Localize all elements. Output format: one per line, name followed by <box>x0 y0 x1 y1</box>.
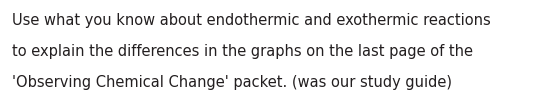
Text: Use what you know about endothermic and exothermic reactions: Use what you know about endothermic and … <box>12 13 491 28</box>
Text: 'Observing Chemical Change' packet. (was our study guide): 'Observing Chemical Change' packet. (was… <box>12 75 453 90</box>
Text: to explain the differences in the graphs on the last page of the: to explain the differences in the graphs… <box>12 44 473 59</box>
